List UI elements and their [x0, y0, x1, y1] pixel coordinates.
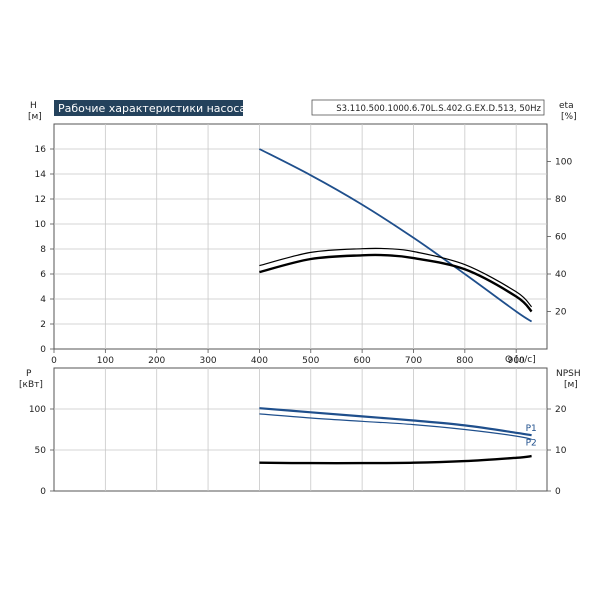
power-p1-curve: [259, 407, 532, 437]
y-axis-label-power: P: [26, 369, 32, 379]
y2-axis-unit-eta: [%]: [561, 112, 577, 122]
y2-tick-label: 40: [555, 270, 567, 280]
p-tick-label: 100: [29, 405, 46, 415]
y2-tick-label: 60: [555, 233, 567, 243]
y2-tick-label: 20: [555, 308, 567, 318]
x-tick-label: 200: [148, 356, 165, 366]
p-tick-label: 0: [40, 487, 46, 497]
model-box: [311, 99, 545, 116]
npsh-tick-label: 20: [555, 405, 567, 415]
y-tick-label: 10: [35, 220, 47, 230]
chart-title: Рабочие характеристики насоса: [58, 102, 246, 115]
y-tick-label: 8: [40, 245, 46, 255]
y2-axis-label-npsh: NPSH: [556, 369, 581, 379]
top-grid: [50, 124, 551, 353]
head-curve: [258, 148, 533, 323]
y2-tick-label: 100: [555, 158, 572, 168]
y2-axis-unit-npsh: [м]: [564, 380, 578, 390]
bottom-tick-labels: 0 50 100 0 10 20: [29, 405, 567, 497]
y-tick-label: 14: [35, 170, 47, 180]
y-tick-label: 2: [40, 320, 46, 330]
y2-axis-label-eta: eta: [559, 101, 574, 111]
x-tick-label: 100: [97, 356, 114, 366]
x-axis-label: Q [л/с]: [505, 355, 536, 365]
chart-title-box: [54, 100, 243, 116]
npsh-tick-label: 0: [555, 487, 561, 497]
top-plot-frame: [53, 123, 548, 350]
y2-tick-label: 80: [555, 195, 567, 205]
top-series: [258, 148, 533, 323]
power-p2-curve: [259, 413, 532, 440]
x-tick-label: 400: [251, 356, 268, 366]
top-tick-labels: 0 100 200 300 400 500 600 700 800 900 0 2 4 6 8 10 12 14 1…: [35, 145, 573, 366]
y-tick-label: 4: [40, 295, 46, 305]
x-tick-label: 700: [405, 356, 422, 366]
y-axis-unit-power: [кВт]: [19, 380, 43, 390]
npsh-curve: [259, 454, 532, 465]
x-tick-label: 300: [199, 356, 216, 366]
efficiency-curve-inner: [259, 253, 533, 313]
model-designation: S3.110.500.1000.6.70L.S.402.G.EX.D.513, …: [336, 104, 541, 114]
npsh-tick-label: 10: [555, 446, 567, 456]
series-label-p1: P1: [526, 424, 537, 434]
y-tick-label: 16: [35, 145, 47, 155]
x-tick-label: 900: [508, 356, 525, 366]
x-tick-label: 600: [354, 356, 371, 366]
efficiency-curve-outer: [259, 247, 533, 308]
y-axis-label-head: H: [30, 101, 37, 111]
bottom-plot-frame: [53, 367, 548, 492]
x-tick-label: 500: [302, 356, 319, 366]
y-tick-label: 12: [35, 195, 46, 205]
y-tick-label: 0: [40, 345, 46, 355]
y-tick-label: 6: [40, 270, 46, 280]
p-tick-label: 50: [35, 446, 47, 456]
x-tick-label: 0: [51, 356, 57, 366]
bottom-grid: [50, 368, 551, 492]
x-tick-label: 800: [456, 356, 473, 366]
y-axis-unit-head: [м]: [28, 112, 42, 122]
series-label-p2: P2: [526, 438, 537, 448]
